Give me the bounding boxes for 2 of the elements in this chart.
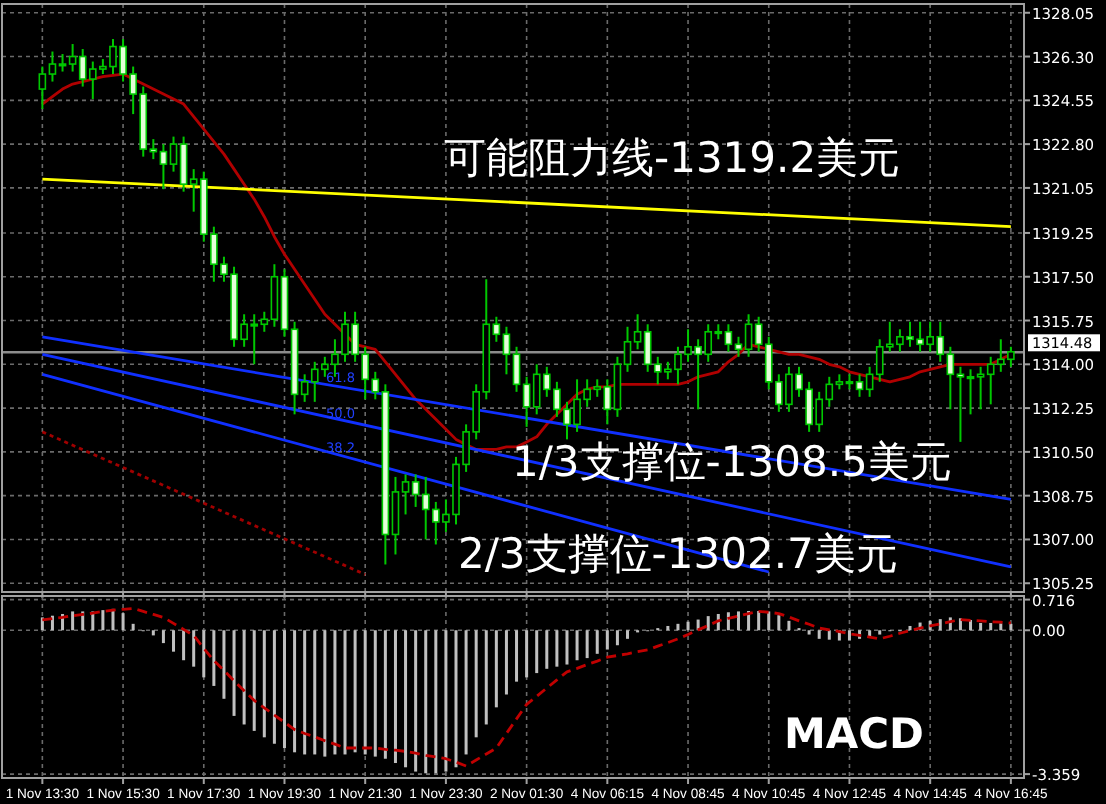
annotation: 可能阻力线-1319.2美元 [444, 134, 901, 182]
annotation: MACD [784, 710, 924, 758]
